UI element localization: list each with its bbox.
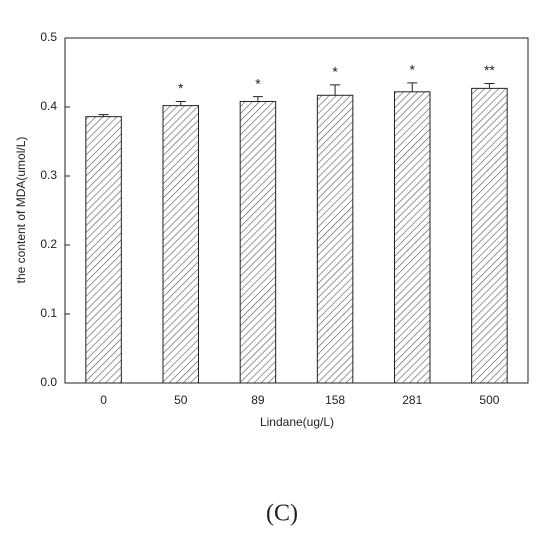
error-bar [484, 83, 495, 89]
x-tick-label: 500 [479, 393, 499, 407]
y-tick-label: 0.3 [40, 168, 57, 182]
significance-label: * [178, 80, 184, 96]
significance-label: ** [484, 62, 495, 78]
bar [471, 87, 508, 384]
plot-frame [64, 37, 529, 384]
bar [394, 91, 431, 384]
x-tick-label: 158 [325, 393, 345, 407]
significance-label: * [255, 75, 261, 91]
error-bar [98, 114, 109, 117]
y-tick-label: 0.2 [40, 237, 57, 251]
bar [316, 94, 354, 384]
error-bar [330, 84, 341, 96]
x-tick-label: 50 [174, 393, 188, 407]
y-axis-label: the content of MDA(umol/L) [14, 137, 28, 284]
error-bar [252, 96, 263, 102]
x-axis-label: Lindane(ug/L) [260, 415, 334, 429]
significance-label: * [410, 62, 416, 78]
error-bar [175, 100, 186, 106]
bar [85, 116, 122, 384]
y-tick-label: 0.4 [40, 99, 57, 113]
x-tick-label: 89 [251, 393, 265, 407]
error-bar [407, 82, 418, 92]
panel-label: (C) [266, 501, 298, 527]
significance-label: * [332, 64, 338, 80]
bar [162, 105, 199, 384]
y-tick-label: 0.0 [40, 375, 57, 389]
x-tick-label: 0 [100, 393, 107, 407]
y-tick-label: 0.1 [40, 306, 57, 320]
y-tick-label: 0.5 [40, 30, 57, 44]
bar [239, 100, 277, 384]
x-tick-label: 281 [402, 393, 422, 407]
